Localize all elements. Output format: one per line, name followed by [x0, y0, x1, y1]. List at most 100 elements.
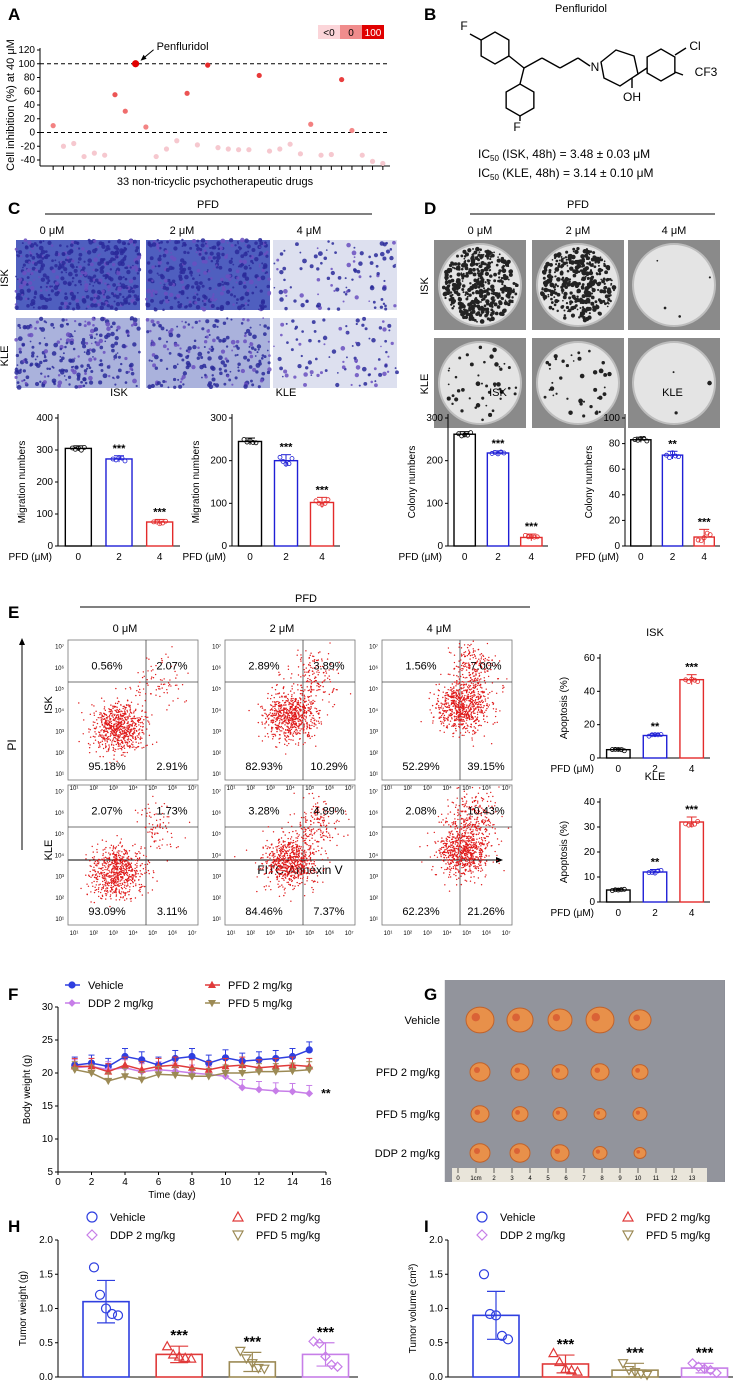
event-dot [438, 683, 440, 685]
cell-dot [377, 358, 381, 361]
cell-dot [244, 331, 247, 335]
data-point [313, 498, 319, 504]
event-dot [151, 714, 153, 716]
cell-dot [295, 242, 299, 247]
event-dot [305, 667, 307, 669]
cell-dot [33, 242, 37, 246]
colony-dot [549, 263, 553, 267]
cell-dot [179, 347, 182, 350]
event-dot [142, 726, 144, 728]
event-dot [118, 725, 120, 728]
colony-dot [598, 311, 602, 316]
cell-dot [162, 253, 167, 258]
colony-dot [451, 306, 454, 310]
colony-dot [547, 278, 551, 282]
event-dot [140, 725, 142, 728]
event-dot [295, 724, 298, 727]
event-dot [483, 735, 486, 737]
data-point [69, 445, 75, 451]
data-point [113, 457, 119, 463]
cell-dot [299, 293, 304, 298]
event-dot [456, 718, 458, 721]
cell-dot [27, 240, 32, 245]
cell-dot [200, 306, 204, 310]
cell-dot [267, 361, 271, 365]
cell-dot [151, 242, 157, 247]
event-dot [278, 717, 280, 719]
cell-dot [352, 268, 357, 272]
colony-dot [565, 363, 569, 368]
cell-dot [99, 299, 102, 302]
cell-dot [51, 351, 57, 356]
event-dot [95, 733, 97, 735]
event-dot [311, 681, 313, 684]
event-dot [300, 709, 302, 711]
event-dot [118, 708, 121, 711]
event-dot [480, 710, 482, 713]
cell-dot [17, 369, 22, 375]
colony-dot [508, 272, 513, 277]
cell-dot [192, 344, 197, 350]
event-dot [295, 707, 298, 710]
ic50-rest: (KLE, 48h) = 3.14 ± 0.10 μM [499, 166, 654, 180]
cell-dot [84, 283, 89, 288]
event-dot [166, 688, 168, 691]
cell-dot [91, 316, 96, 321]
event-dot [292, 739, 294, 741]
event-dot [472, 729, 475, 732]
event-dot [486, 707, 488, 710]
event-dot [117, 700, 120, 703]
cell-dot [85, 307, 88, 310]
colony-dot [611, 285, 617, 290]
event-dot [148, 734, 151, 737]
event-dot [329, 642, 331, 644]
event-dot [118, 719, 120, 721]
event-dot [298, 720, 300, 723]
event-dot [123, 744, 125, 747]
event-dot [288, 742, 290, 745]
cell-dot [56, 340, 61, 344]
event-dot [147, 716, 149, 718]
colony-dot [547, 293, 550, 296]
event-dot [134, 736, 137, 738]
cell-dot [57, 373, 61, 377]
cell-dot [60, 271, 64, 274]
colony-dot [567, 308, 572, 313]
event-dot [477, 708, 480, 711]
cell-dot [258, 359, 262, 363]
event-dot [457, 676, 459, 678]
cell-dot [205, 335, 209, 339]
cell-dot [363, 381, 368, 386]
event-dot [451, 683, 454, 685]
cell-dot [75, 266, 78, 269]
log-tick-y: 10³ [212, 730, 221, 736]
cell-dot [54, 259, 57, 262]
event-dot [94, 721, 96, 724]
event-dot [492, 723, 494, 725]
colony-dot [493, 279, 497, 283]
colony-dot [481, 269, 484, 272]
colony-dot [556, 292, 561, 297]
cell-dot [41, 257, 45, 260]
colony-dot [444, 296, 447, 300]
cell-dot [301, 330, 304, 333]
event-dot [141, 705, 144, 707]
panel-label-C: C [8, 199, 20, 218]
event-dot [462, 728, 464, 730]
event-dot [491, 690, 493, 693]
colony-dot [563, 257, 565, 260]
colony-dot [561, 291, 564, 294]
event-dot [259, 706, 262, 708]
event-dot [460, 688, 463, 690]
event-dot [115, 720, 117, 723]
colony-dot [590, 292, 594, 295]
cell-dot [247, 250, 250, 253]
cell-dot [221, 339, 226, 343]
colony-dot [597, 264, 600, 267]
event-dot [284, 712, 287, 714]
cell-dot [14, 337, 18, 342]
event-dot [303, 709, 306, 712]
colony-dot [456, 284, 461, 290]
event-dot [442, 696, 444, 699]
event-dot [142, 688, 145, 690]
